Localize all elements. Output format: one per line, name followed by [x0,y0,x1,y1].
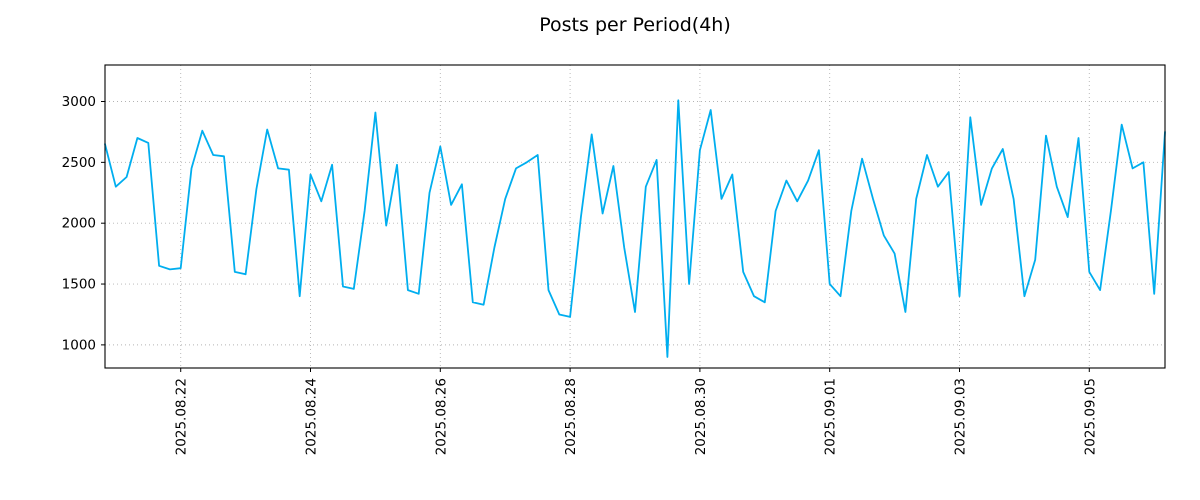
y-tick-label: 2500 [62,155,96,171]
chart-title: Posts per Period(4h) [539,14,731,36]
data-line-posts [104,99,1166,358]
x-tick-label: 2025.09.05 [1082,378,1098,455]
y-tick-label: 3000 [62,94,96,110]
x-tick-label: 2025.09.01 [823,378,839,455]
x-tick-label: 2025.08.24 [304,378,320,455]
y-tick-label: 1500 [62,277,96,293]
x-tick-label: 2025.08.30 [693,378,709,455]
x-tick-label: 2025.08.26 [433,378,449,455]
y-tick-label: 1000 [62,337,96,353]
plot-border [104,64,1166,369]
x-tick-label: 2025.08.22 [174,378,190,455]
y-tick-label: 2000 [62,216,96,232]
x-tick-label: 2025.08.28 [563,378,579,455]
x-tick-label: 2025.09.03 [952,378,968,455]
